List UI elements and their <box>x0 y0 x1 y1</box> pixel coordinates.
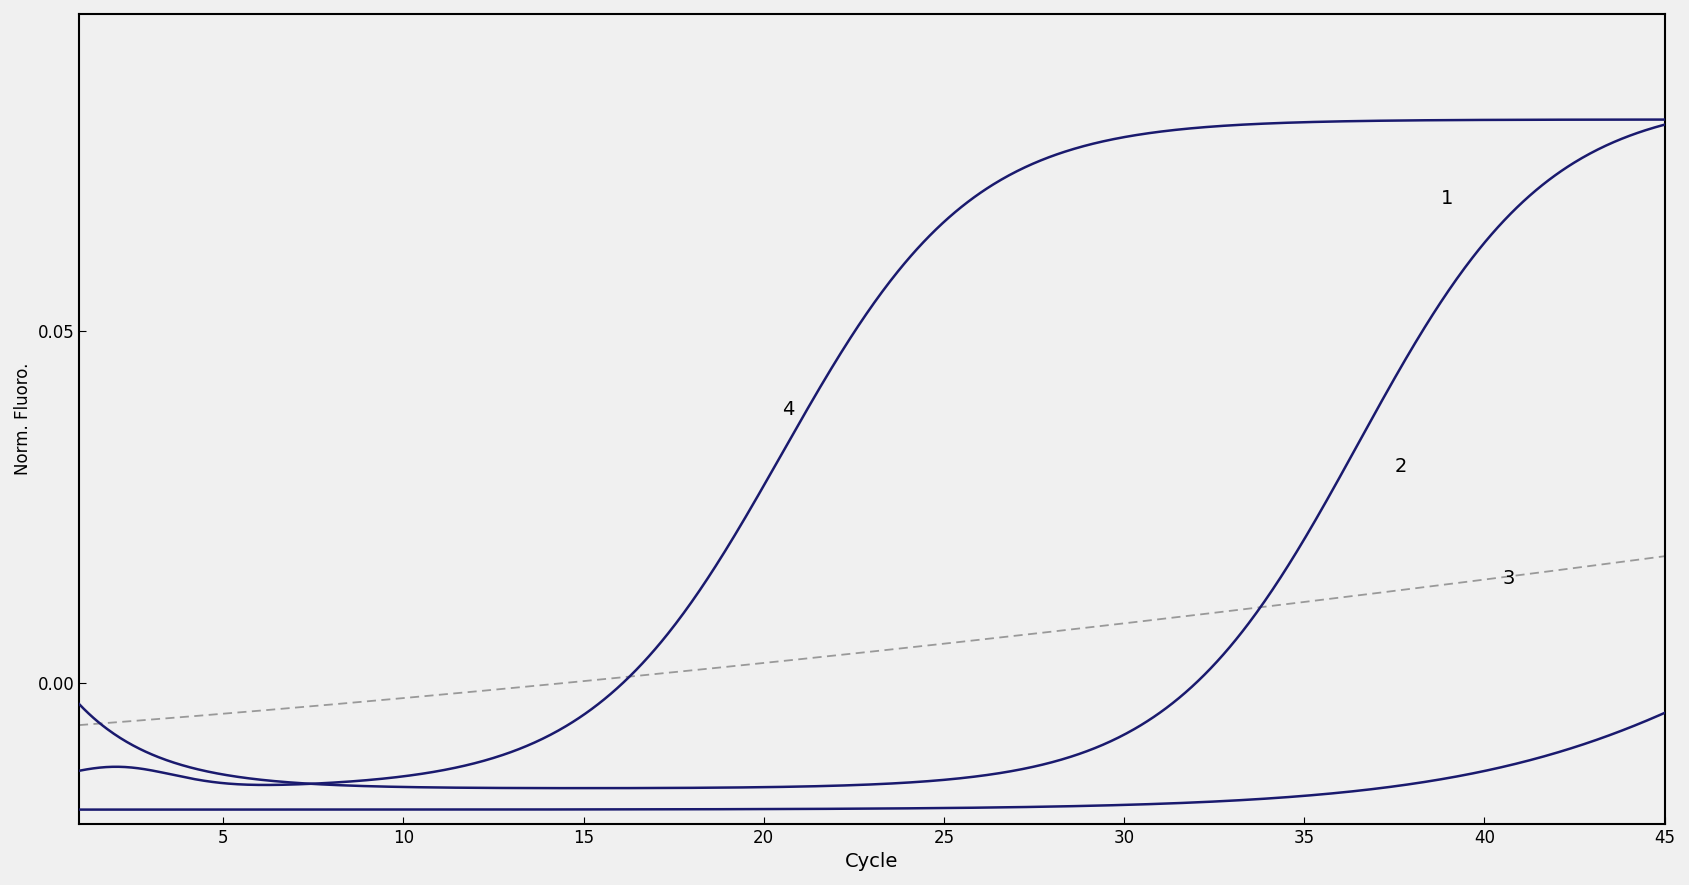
Text: 2: 2 <box>1395 457 1407 475</box>
Text: 4: 4 <box>782 400 794 419</box>
Text: 3: 3 <box>1503 569 1515 589</box>
Text: 1: 1 <box>1441 189 1454 208</box>
Y-axis label: Norm. Fluoro.: Norm. Fluoro. <box>14 363 32 475</box>
X-axis label: Cycle: Cycle <box>844 852 899 871</box>
